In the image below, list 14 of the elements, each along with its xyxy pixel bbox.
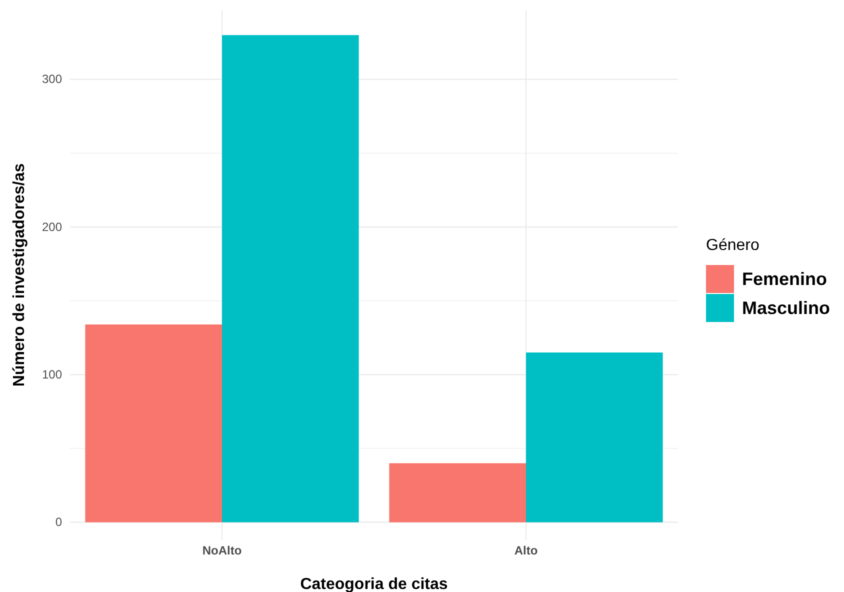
y-tick-label: 200 (42, 220, 62, 234)
y-tick-label: 300 (42, 72, 62, 86)
bar (85, 324, 222, 522)
y-tick-label: 100 (42, 367, 62, 382)
x-tick-label: Alto (514, 544, 538, 558)
x-tick-label: NoAlto (202, 544, 242, 558)
bar (222, 35, 359, 522)
legend-label: Femenino (742, 269, 828, 289)
bar (526, 352, 663, 522)
legend-title: Género (706, 237, 760, 254)
bar (389, 463, 526, 522)
y-axis-title: Número de investigadores/as (11, 163, 28, 387)
legend-label: Masculino (742, 298, 830, 318)
y-tick-label: 0 (55, 515, 62, 530)
